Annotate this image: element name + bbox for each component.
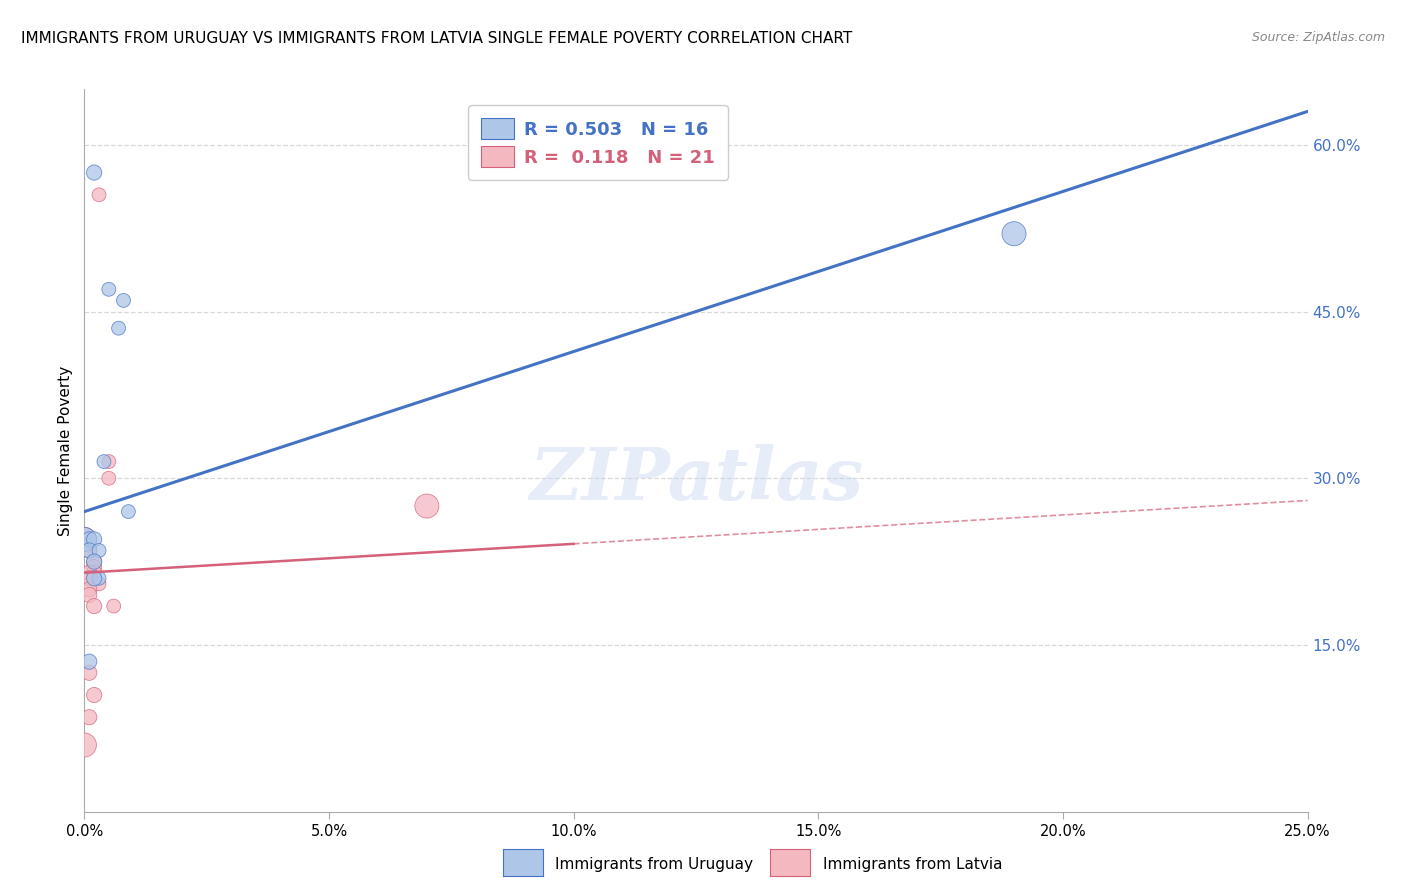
- Point: [77, 655, 100, 669]
- Point: [83, 560, 105, 574]
- Text: Immigrants from Latvia: Immigrants from Latvia: [823, 857, 1002, 872]
- Point: [103, 599, 125, 613]
- Text: IMMIGRANTS FROM URUGUAY VS IMMIGRANTS FROM LATVIA SINGLE FEMALE POVERTY CORRELAT: IMMIGRANTS FROM URUGUAY VS IMMIGRANTS FR…: [21, 31, 852, 46]
- Point: [93, 454, 115, 468]
- Point: [112, 293, 135, 308]
- Point: [87, 577, 110, 591]
- Point: [83, 566, 105, 580]
- Legend: R = 0.503   N = 16, R =  0.118   N = 21: R = 0.503 N = 16, R = 0.118 N = 21: [468, 105, 728, 179]
- Point: [416, 499, 439, 513]
- Text: Immigrants from Uruguay: Immigrants from Uruguay: [555, 857, 754, 872]
- Point: [83, 599, 105, 613]
- Point: [87, 543, 110, 558]
- Point: [97, 454, 120, 468]
- Point: [87, 187, 110, 202]
- Point: [73, 533, 96, 547]
- Point: [77, 665, 100, 680]
- Point: [87, 571, 110, 585]
- Point: [83, 533, 105, 547]
- Point: [73, 533, 96, 547]
- Point: [77, 543, 100, 558]
- Point: [77, 588, 100, 602]
- Point: [77, 571, 100, 585]
- Point: [77, 582, 100, 597]
- Point: [77, 543, 100, 558]
- Point: [77, 533, 100, 547]
- Point: [117, 505, 139, 519]
- Point: [83, 571, 105, 585]
- Point: [83, 165, 105, 179]
- Point: [97, 471, 120, 485]
- Point: [73, 738, 96, 752]
- Point: [1002, 227, 1025, 241]
- Point: [107, 321, 129, 335]
- Point: [83, 555, 105, 569]
- Point: [83, 688, 105, 702]
- Point: [77, 566, 100, 580]
- Point: [97, 282, 120, 296]
- Y-axis label: Single Female Poverty: Single Female Poverty: [58, 366, 73, 535]
- Text: ZIPatlas: ZIPatlas: [529, 444, 863, 515]
- Point: [77, 710, 100, 724]
- Point: [77, 538, 100, 552]
- Point: [83, 555, 105, 569]
- Text: Source: ZipAtlas.com: Source: ZipAtlas.com: [1251, 31, 1385, 45]
